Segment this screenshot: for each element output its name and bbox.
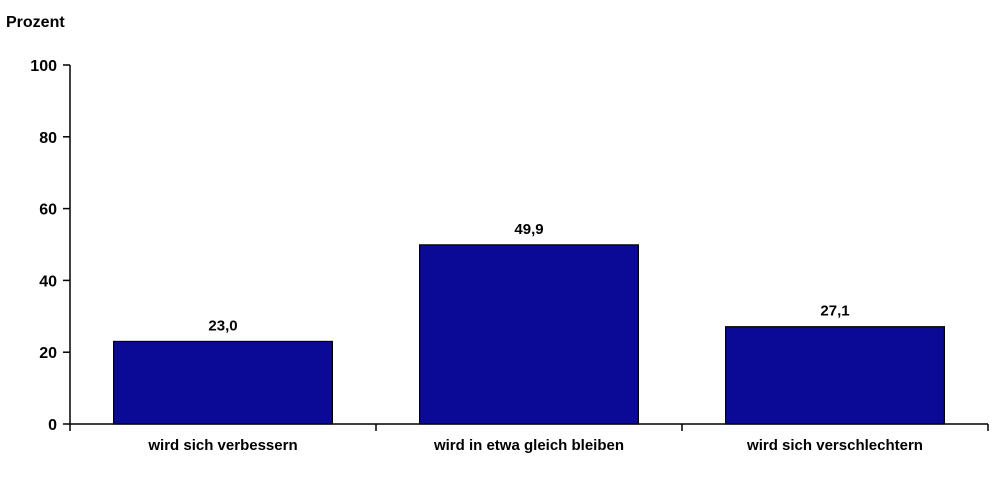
bar: [419, 244, 639, 425]
data-label: 27,1: [820, 303, 849, 320]
bar: [113, 340, 333, 425]
x-tick-label: wird sich verbessern: [147, 437, 297, 454]
data-label: 23,0: [208, 317, 237, 334]
bars: [113, 244, 945, 425]
y-tick-label: 80: [39, 130, 57, 147]
bar: [725, 326, 945, 425]
y-tick-label: 60: [39, 202, 57, 219]
x-tick-label: wird sich verschlechtern: [746, 437, 923, 454]
y-tick-label: 40: [39, 273, 57, 290]
y-tick-label: 0: [48, 417, 57, 434]
y-tick-label: 100: [30, 58, 57, 75]
y-tick-label: 20: [39, 345, 57, 362]
labels: 0 20 40 60 80 100 23,0 wird sich verbessern 49,9…: [30, 58, 923, 454]
data-label: 49,9: [514, 221, 543, 238]
y-axis-label: Prozent: [6, 14, 65, 31]
x-tick-label: wird in etwa gleich bleiben: [433, 437, 624, 454]
